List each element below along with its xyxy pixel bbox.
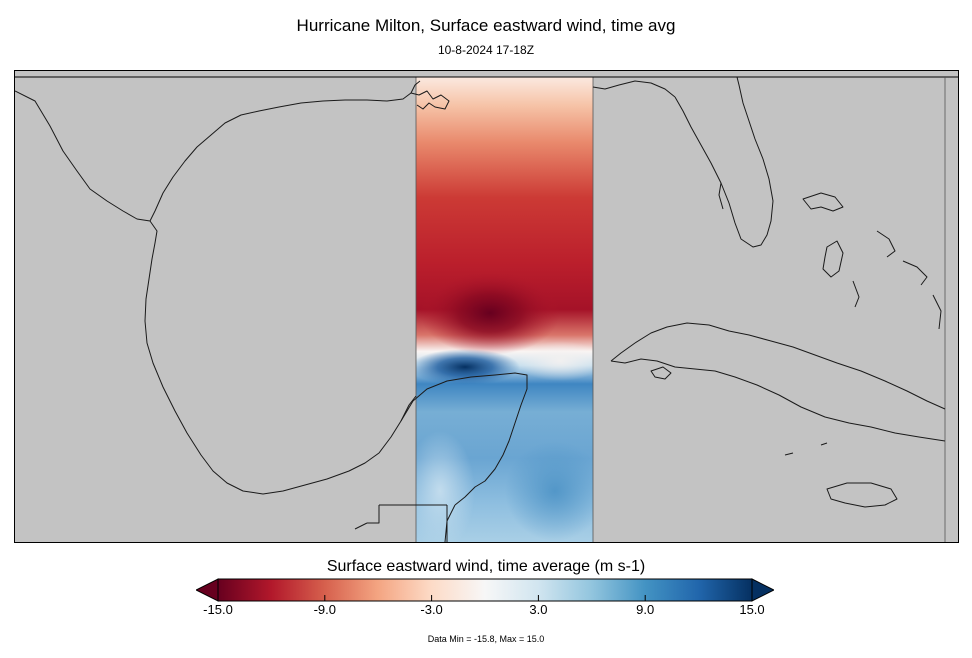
map-title: Hurricane Milton, Surface eastward wind,… (296, 16, 676, 35)
colorbar-tick-label: 3.0 (529, 602, 548, 617)
colorbar-title: Surface eastward wind, time average (m s… (326, 558, 646, 575)
coastlines (15, 76, 946, 542)
colorbar-extend-max (751, 578, 774, 602)
colorbar-tick-label: 9.0 (636, 602, 655, 617)
map-panel[interactable] (14, 70, 959, 543)
colorbar (196, 578, 774, 602)
data-min-max: Data Min = -15.8, Max = 15.0 (427, 634, 545, 644)
colorbar-tick-label: -3.0 (420, 602, 443, 617)
map-subtitle: 10-8-2024 17-18Z (437, 43, 535, 57)
colorbar-ramp (217, 578, 753, 602)
colorbar-tick-label: 15.0 (739, 602, 765, 617)
colorbar-tick-label: -9.0 (313, 602, 336, 617)
colorbar-tick-label: -15.0 (203, 602, 233, 617)
colorbar-extend-min (196, 578, 219, 602)
map-canvas[interactable] (15, 71, 958, 542)
wind-field-strip (416, 77, 593, 542)
